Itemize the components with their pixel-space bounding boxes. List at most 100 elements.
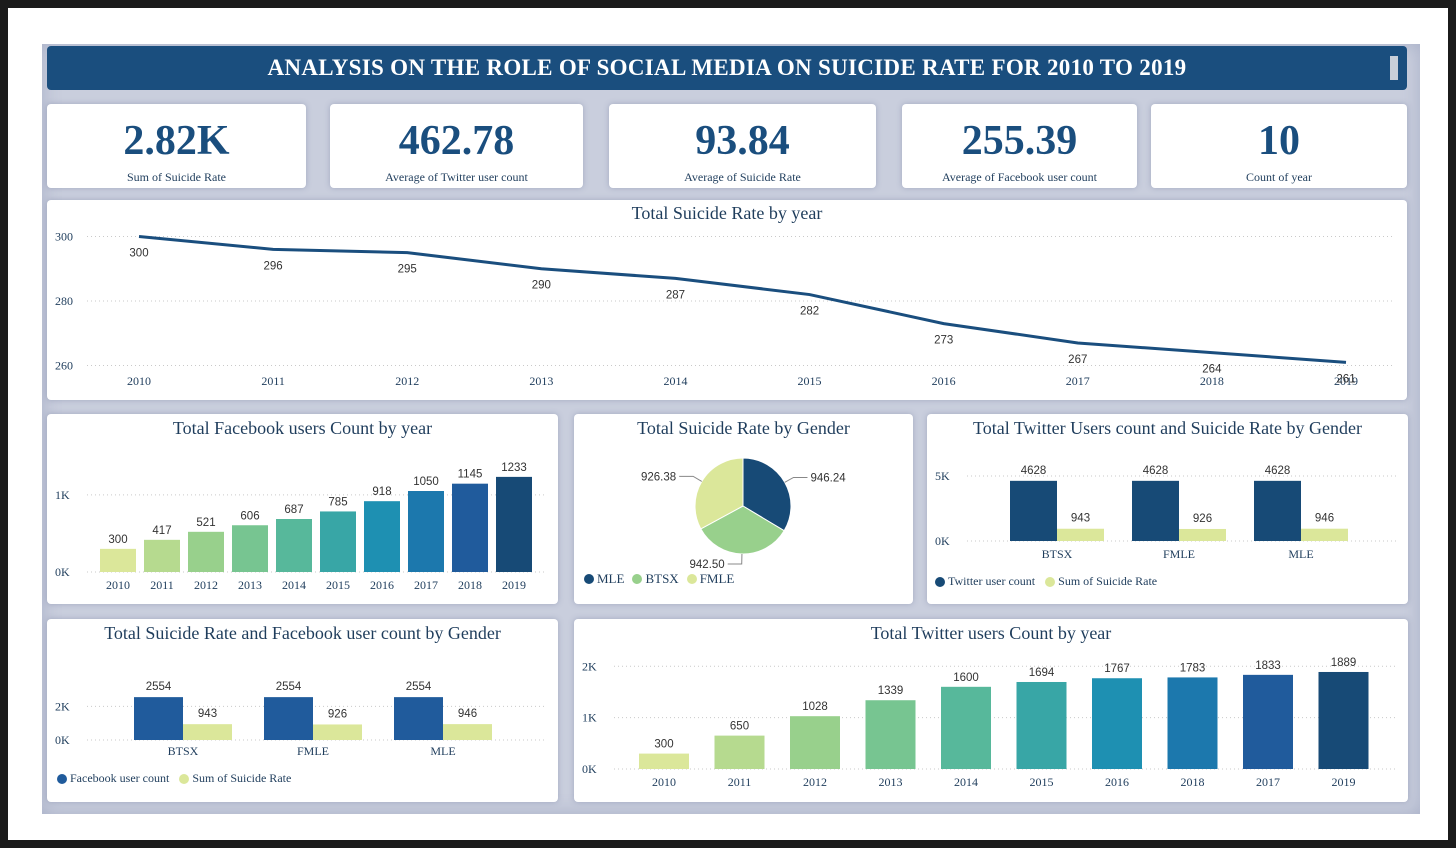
twitter-users-by-year-chart[interactable]: Total Twitter users Count by year 0K 1K 2K… — [574, 619, 1408, 802]
legend-dot — [57, 773, 67, 784]
x-tick-label: 2011 — [728, 775, 752, 789]
kpi-card-avg-twitter[interactable]: 462.78 Average of Twitter user count — [330, 104, 583, 188]
x-tick-label: MLE — [430, 744, 455, 758]
x-tick-label: 2015 — [798, 374, 822, 388]
data-label: 1889 — [1331, 657, 1357, 669]
title-scroll-handle[interactable] — [1390, 56, 1398, 80]
kpi-card-avg-facebook[interactable]: 255.39 Average of Facebook user count — [902, 104, 1137, 188]
legend-label: Sum of Suicide Rate — [192, 771, 292, 785]
legend-item-suicide-rate[interactable]: Sum of Suicide Rate — [1045, 574, 1157, 589]
chart-legend: Twitter user count Sum of Suicide Rate — [935, 574, 1157, 589]
y-tick-label: 260 — [55, 359, 73, 373]
bar — [1243, 674, 1293, 769]
bar — [790, 716, 840, 769]
suicide-rate-by-year-chart[interactable]: Total Suicide Rate by year 260 280 300 2010… — [47, 200, 1407, 400]
data-label: 1694 — [1029, 667, 1055, 679]
data-label: 521 — [196, 517, 215, 529]
x-tick-label: 2013 — [238, 578, 262, 592]
x-tick-label: 2010 — [106, 578, 130, 592]
bar — [100, 548, 136, 572]
kpi-value: 2.82K — [123, 118, 230, 164]
data-label: 1833 — [1255, 660, 1281, 672]
data-label: 300 — [654, 739, 673, 751]
suicide-rate-by-gender-chart[interactable]: Total Suicide Rate by Gender 946.24 942.5… — [574, 414, 913, 604]
grouped-bar-chart-plot: 0K 5K 4628 943 BTSX 4628 926 FMLE 4628 946 MLE — [935, 465, 1396, 561]
bar — [183, 724, 232, 740]
bar — [1301, 528, 1348, 541]
kpi-card-sum-suicide-rate[interactable]: 2.82K Sum of Suicide Rate — [47, 104, 306, 188]
data-label: 1783 — [1180, 662, 1206, 674]
bar — [1254, 480, 1301, 541]
data-label: 261 — [1336, 373, 1355, 385]
y-tick-label: 280 — [55, 294, 73, 308]
bar-chart-plot: 0K 1K 2K 300 2010 650 2011 1028 2012 1339 2013 1600… — [582, 657, 1396, 789]
legend-label: Facebook user count — [70, 771, 170, 785]
data-label: 282 — [800, 306, 819, 318]
kpi-card-count-year[interactable]: 10 Count of year — [1151, 104, 1407, 188]
y-tick-label: 1K — [582, 711, 597, 725]
x-tick-label: 2013 — [879, 775, 903, 789]
legend-label: FMLE — [699, 571, 735, 586]
x-tick-label: FMLE — [297, 744, 329, 758]
y-tick-label: 5K — [935, 469, 950, 483]
data-label: 1767 — [1104, 663, 1130, 675]
y-tick-label: 0K — [935, 534, 950, 548]
kpi-label: Average of Suicide Rate — [684, 170, 801, 184]
data-label: 296 — [264, 260, 283, 272]
y-tick-label: 2K — [582, 659, 597, 673]
chart-title: Total Facebook users Count by year — [172, 418, 433, 438]
suicide-and-facebook-by-gender-chart[interactable]: Total Suicide Rate and Facebook user cou… — [47, 619, 558, 802]
facebook-users-by-year-chart[interactable]: Total Facebook users Count by year 0K 1K 3… — [47, 414, 558, 604]
y-tick-label: 0K — [55, 733, 70, 747]
bar — [1092, 678, 1142, 769]
x-tick-label: 2015 — [326, 578, 350, 592]
x-tick-label: BTSX — [168, 744, 199, 758]
legend-label: MLE — [597, 571, 625, 586]
x-tick-label: 2017 — [1066, 374, 1090, 388]
chart-title: Total Suicide Rate by Gender — [637, 418, 850, 438]
legend-item-twitter[interactable]: Twitter user count — [935, 574, 1035, 589]
x-tick-label: 2012 — [395, 374, 419, 388]
x-tick-label: FMLE — [1163, 547, 1195, 561]
kpi-card-avg-suicide-rate[interactable]: 93.84 Average of Suicide Rate — [609, 104, 876, 188]
legend-item-fmle[interactable]: FMLE — [686, 571, 735, 587]
x-tick-label: 2017 — [1256, 775, 1280, 789]
pie-legend: MLE BTSX FMLE — [584, 571, 734, 587]
dashboard-title-bar: ANALYSIS ON THE ROLE OF SOCIAL MEDIA ON … — [47, 46, 1407, 90]
twitter-and-suicide-by-gender-chart[interactable]: Total Twitter Users count and Suicide Ra… — [927, 414, 1408, 604]
bar — [394, 697, 443, 740]
y-tick-label: 0K — [55, 565, 70, 579]
data-label: 926 — [1193, 513, 1212, 525]
legend-item-mle[interactable]: MLE — [584, 571, 624, 587]
bar — [264, 697, 313, 740]
x-tick-label: 2010 — [652, 775, 676, 789]
leader-line — [727, 553, 743, 565]
grouped-bar-chart-plot: 0K 2K 2554 943 BTSX 2554 926 FMLE 2554 946 MLE — [55, 681, 546, 758]
data-label: 926 — [328, 708, 347, 720]
legend-item-facebook[interactable]: Facebook user count — [57, 771, 169, 786]
kpi-value: 462.78 — [398, 118, 515, 164]
data-label: 2554 — [406, 681, 432, 693]
data-label: 264 — [1202, 364, 1222, 376]
legend-dot — [632, 574, 643, 584]
data-label: 1600 — [953, 672, 979, 684]
data-label: 687 — [284, 504, 303, 516]
bar — [232, 525, 268, 572]
data-label: 290 — [532, 280, 551, 292]
bar — [276, 519, 312, 572]
legend-item-btsx[interactable]: BTSX — [632, 571, 679, 587]
data-label: 1145 — [458, 469, 483, 481]
x-tick-label: 2014 — [282, 578, 306, 592]
data-label: 300 — [108, 534, 127, 546]
bar — [865, 700, 916, 769]
bar — [1167, 677, 1218, 769]
bar — [639, 753, 689, 769]
bar-chart-plot: 0K 1K 300 2010 417 2011 521 2012 606 2013 687 2014 7… — [55, 462, 546, 592]
x-tick-label: 2013 — [529, 374, 553, 388]
bar — [313, 724, 362, 740]
pie-slice — [742, 457, 792, 532]
data-label: 946.24 — [810, 472, 846, 484]
legend-item-suicide-rate[interactable]: Sum of Suicide Rate — [179, 771, 291, 786]
data-label: 918 — [372, 486, 391, 498]
x-tick-label: BTSX — [1042, 547, 1073, 561]
